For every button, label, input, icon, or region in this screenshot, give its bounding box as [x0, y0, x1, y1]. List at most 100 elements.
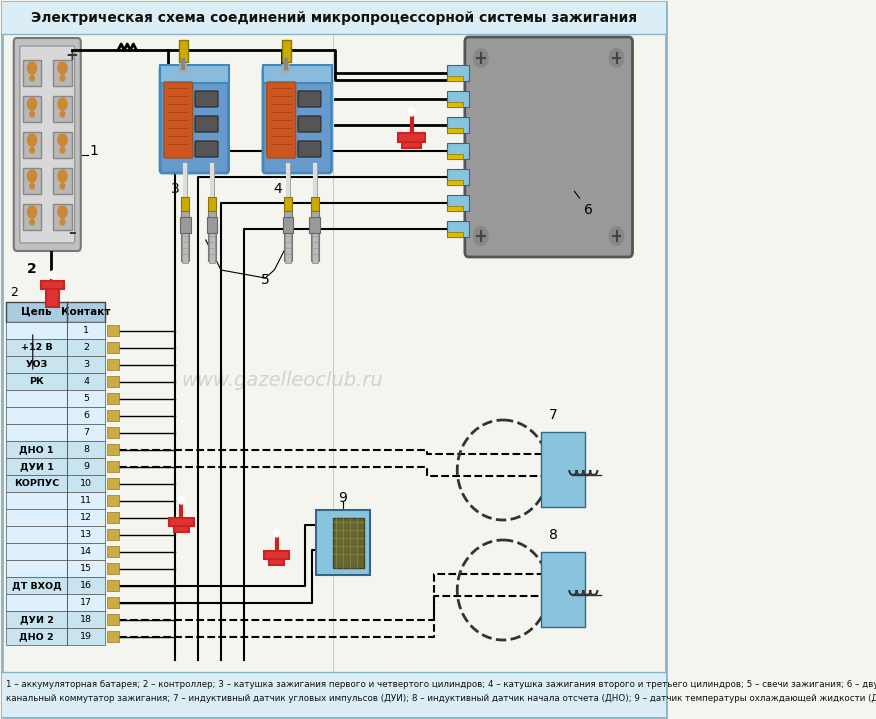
Text: 18: 18	[80, 615, 92, 624]
Text: 5: 5	[83, 394, 89, 403]
Circle shape	[60, 75, 65, 81]
Bar	[448, 91, 469, 107]
Bar	[23, 96, 41, 122]
Text: КОРПУС: КОРПУС	[14, 479, 60, 488]
Bar	[402, 139, 420, 148]
Text: 2: 2	[320, 544, 327, 554]
Text: ДНО 1: ДНО 1	[19, 445, 54, 454]
Bar	[6, 390, 67, 407]
Bar	[448, 180, 463, 185]
Bar	[448, 221, 469, 237]
Bar	[269, 557, 284, 565]
Text: 13: 13	[80, 530, 92, 539]
Circle shape	[58, 206, 67, 218]
Bar	[180, 217, 190, 233]
Bar	[107, 614, 119, 625]
Text: 5: 5	[261, 273, 270, 287]
Bar	[23, 132, 41, 158]
Bar	[160, 65, 229, 83]
Circle shape	[60, 219, 65, 225]
Text: РК: РК	[29, 377, 44, 386]
Bar	[6, 407, 67, 424]
Text: 2: 2	[452, 94, 458, 104]
Bar	[208, 197, 215, 211]
Text: 7: 7	[83, 428, 89, 437]
Bar	[6, 458, 67, 475]
Bar	[6, 526, 67, 543]
Text: 2: 2	[83, 343, 89, 352]
Bar	[67, 560, 105, 577]
Bar	[107, 597, 119, 608]
Bar	[208, 233, 215, 263]
Circle shape	[27, 62, 37, 74]
Circle shape	[27, 170, 37, 182]
Bar	[53, 96, 72, 122]
Text: 1: 1	[83, 326, 89, 335]
FancyBboxPatch shape	[263, 67, 331, 173]
Text: 2: 2	[27, 262, 37, 276]
FancyBboxPatch shape	[298, 91, 321, 107]
Text: 16: 16	[80, 581, 92, 590]
Circle shape	[27, 206, 37, 218]
Circle shape	[30, 219, 34, 225]
Text: –: –	[67, 226, 75, 240]
Bar	[181, 211, 189, 261]
Bar	[282, 40, 291, 62]
Bar	[541, 552, 585, 627]
Bar	[265, 551, 289, 559]
Bar	[107, 427, 119, 438]
Bar	[23, 168, 41, 194]
Circle shape	[50, 271, 56, 279]
Text: www.gazelleoclub.ru: www.gazelleoclub.ru	[181, 370, 383, 390]
Bar	[448, 102, 463, 107]
Text: 1 – аккумуляторная батарея; 2 – контроллер; 3 – катушка зажигания первого и четв: 1 – аккумуляторная батарея; 2 – контролл…	[6, 680, 876, 689]
Circle shape	[179, 63, 187, 73]
Text: 5: 5	[452, 173, 458, 181]
Bar	[448, 65, 469, 81]
Bar	[309, 217, 320, 233]
Bar	[6, 475, 67, 492]
Bar	[6, 594, 67, 611]
FancyBboxPatch shape	[298, 141, 321, 157]
Text: 1: 1	[89, 144, 98, 157]
Bar	[207, 217, 217, 233]
Bar	[107, 563, 119, 574]
Text: ДУИ 1: ДУИ 1	[19, 462, 53, 471]
Bar	[53, 132, 72, 158]
Text: 2: 2	[545, 603, 552, 613]
Bar	[53, 168, 72, 194]
Text: канальный коммутатор зажигания; 7 – индуктивный датчик угловых импульсов (ДУИ); : канальный коммутатор зажигания; 7 – инду…	[6, 694, 876, 703]
Bar	[6, 492, 67, 509]
Bar	[67, 407, 105, 424]
Circle shape	[179, 496, 185, 504]
Bar	[107, 512, 119, 523]
Text: ДУИ 2: ДУИ 2	[19, 615, 53, 624]
Text: 7: 7	[548, 408, 557, 422]
FancyBboxPatch shape	[195, 91, 218, 107]
Text: ДНО 2: ДНО 2	[19, 632, 54, 641]
Bar	[107, 461, 119, 472]
Bar	[6, 543, 67, 560]
Text: 1: 1	[452, 68, 458, 78]
Text: 1: 1	[545, 439, 552, 449]
Bar	[67, 594, 105, 611]
Bar	[6, 339, 67, 356]
Text: УОЗ: УОЗ	[25, 360, 47, 369]
Bar	[67, 373, 105, 390]
FancyBboxPatch shape	[20, 46, 74, 243]
Bar	[67, 339, 105, 356]
Bar	[6, 322, 67, 339]
Bar	[67, 526, 105, 543]
Circle shape	[27, 98, 37, 110]
Text: Электрическая схема соединений микропроцессорной системы зажигания: Электрическая схема соединений микропроц…	[31, 11, 637, 25]
Bar	[448, 232, 463, 237]
FancyBboxPatch shape	[465, 37, 632, 257]
Bar	[107, 580, 119, 591]
Text: 3: 3	[83, 360, 89, 369]
FancyBboxPatch shape	[195, 141, 218, 157]
Bar	[333, 518, 364, 568]
Bar	[6, 560, 67, 577]
Bar	[53, 204, 72, 230]
Bar	[6, 302, 105, 322]
Bar	[67, 390, 105, 407]
